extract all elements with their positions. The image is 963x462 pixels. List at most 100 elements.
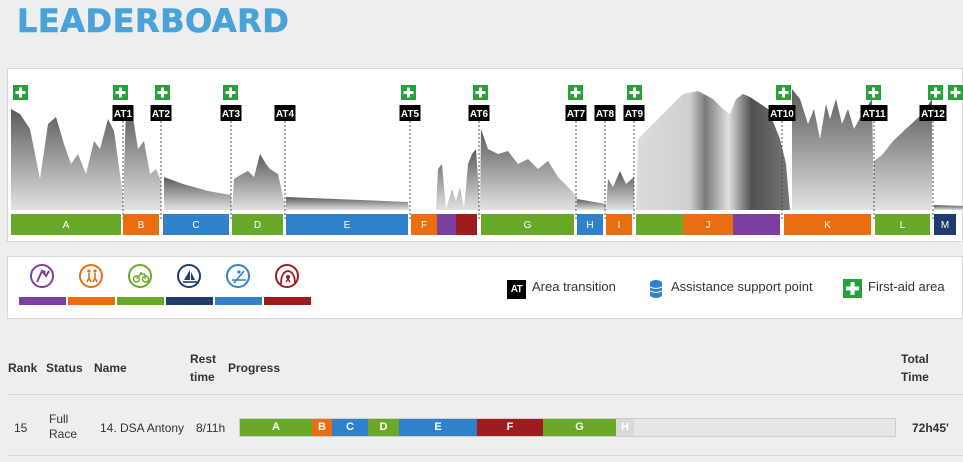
row-divider — [7, 455, 963, 456]
activity-color-bar — [264, 297, 311, 305]
segment-bar — [577, 214, 603, 235]
segment-bar — [934, 214, 956, 235]
activity-legend-item — [117, 264, 164, 306]
transition-badge — [150, 105, 172, 121]
elevation-ridge — [934, 205, 963, 210]
elevation-ridge — [606, 171, 634, 210]
activity-color-bar — [215, 297, 262, 305]
course-profile-panel: AT1 AT2 AT3 AT4 AT5 AT6 AT7 AT8 AT9 AT10 AT11 AT12 A… — [7, 68, 963, 242]
segment-label: H — [586, 220, 593, 231]
first-aid-marker — [776, 85, 791, 100]
transition-label: AT5 — [401, 109, 420, 120]
elevation-ridge — [480, 129, 577, 210]
segment-bar — [875, 214, 930, 235]
transition-label: AT2 — [152, 109, 171, 120]
transition-badge — [274, 105, 296, 121]
assistance-point-icon — [650, 280, 662, 298]
header-rank: Rank — [8, 361, 38, 375]
first-aid-marker — [948, 85, 963, 100]
first-aid-marker — [13, 85, 28, 100]
transition-label: AT3 — [222, 109, 241, 120]
area-transition-label: Area transition — [532, 279, 616, 294]
transition-label: AT12 — [921, 109, 945, 120]
mountain-bike-icon — [128, 264, 152, 288]
segment-bar — [437, 214, 456, 235]
progress-segment: E — [399, 419, 477, 436]
progress-segment: B — [312, 419, 332, 436]
elevation-ridge — [636, 91, 790, 210]
segment-bar — [733, 214, 780, 235]
elevation-ridge — [164, 177, 232, 210]
segment-bar — [481, 214, 574, 235]
segment-label: E — [344, 220, 351, 231]
transition-label: AT4 — [276, 109, 295, 120]
segment-bar — [636, 214, 683, 235]
area-transition-badge: AT — [507, 280, 526, 299]
activity-legend-item — [166, 264, 213, 306]
activity-legend-item — [264, 264, 311, 306]
segment-label: K — [824, 220, 831, 231]
row-status: Full Race — [49, 412, 78, 441]
transition-badge — [623, 105, 645, 121]
progress-segment: H — [616, 419, 634, 436]
elevation-ridge — [436, 149, 480, 210]
row-rank: 15 — [14, 421, 28, 435]
transition-badge — [594, 105, 616, 121]
transition-label: AT6 — [470, 109, 489, 120]
header-name: Name — [94, 361, 127, 375]
transition-label: AT7 — [567, 109, 586, 120]
segment-bar — [606, 214, 632, 235]
elevation-ridge — [124, 107, 161, 210]
row-total-time: 72h45' — [912, 421, 949, 435]
progress-segment: G — [543, 419, 616, 436]
elevation-ridge — [11, 109, 124, 210]
transition-label: AT1 — [114, 109, 133, 120]
segment-label: F — [421, 220, 427, 231]
segment-label: B — [138, 220, 145, 231]
transition-badge — [399, 105, 421, 121]
segment-bar — [123, 214, 159, 235]
segment-bar — [683, 214, 733, 235]
elevation-ridge — [577, 199, 606, 210]
transition-badge — [468, 105, 490, 121]
transition-label: AT9 — [625, 109, 644, 120]
segment-bar — [411, 214, 437, 235]
transition-label: AT10 — [770, 109, 794, 120]
header-progress: Progress — [228, 361, 281, 375]
elevation-ridge — [792, 89, 874, 210]
assistance-point-label: Assistance support point — [671, 279, 813, 294]
activity-color-bar — [68, 297, 115, 305]
first-aid-marker — [401, 85, 416, 100]
row-team-name[interactable]: 14. DSA Antony — [100, 421, 185, 435]
activity-color-bar — [166, 297, 213, 305]
segment-label: C — [192, 220, 199, 231]
segment-label: J — [706, 220, 711, 231]
first-aid-marker — [866, 85, 881, 100]
first-aid-marker — [223, 85, 238, 100]
transition-label: AT11 — [862, 109, 886, 120]
segment-bar — [163, 214, 229, 235]
page-title: LEADERBOARD — [17, 2, 290, 41]
caving-icon — [275, 264, 299, 288]
first-aid-marker — [473, 85, 488, 100]
activity-legend-item — [19, 264, 66, 306]
transition-badge — [919, 105, 947, 121]
segment-label: G — [524, 220, 532, 231]
segment-label: M — [941, 220, 949, 231]
transition-badge — [112, 105, 134, 121]
trekking-icon — [79, 264, 103, 288]
first-aid-marker — [568, 85, 583, 100]
segment-bar — [232, 214, 283, 235]
sailing-icon — [177, 264, 201, 288]
segment-bar — [456, 214, 477, 235]
progress-segment: C — [332, 419, 368, 436]
first-aid-marker — [627, 85, 642, 100]
first-aid-marker — [113, 85, 128, 100]
transition-badge — [860, 105, 888, 121]
segment-bar — [784, 214, 871, 235]
elevation-ridge — [232, 154, 286, 210]
activity-color-bar — [19, 297, 66, 305]
segment-bar — [286, 214, 408, 235]
activity-color-bar — [117, 297, 164, 305]
